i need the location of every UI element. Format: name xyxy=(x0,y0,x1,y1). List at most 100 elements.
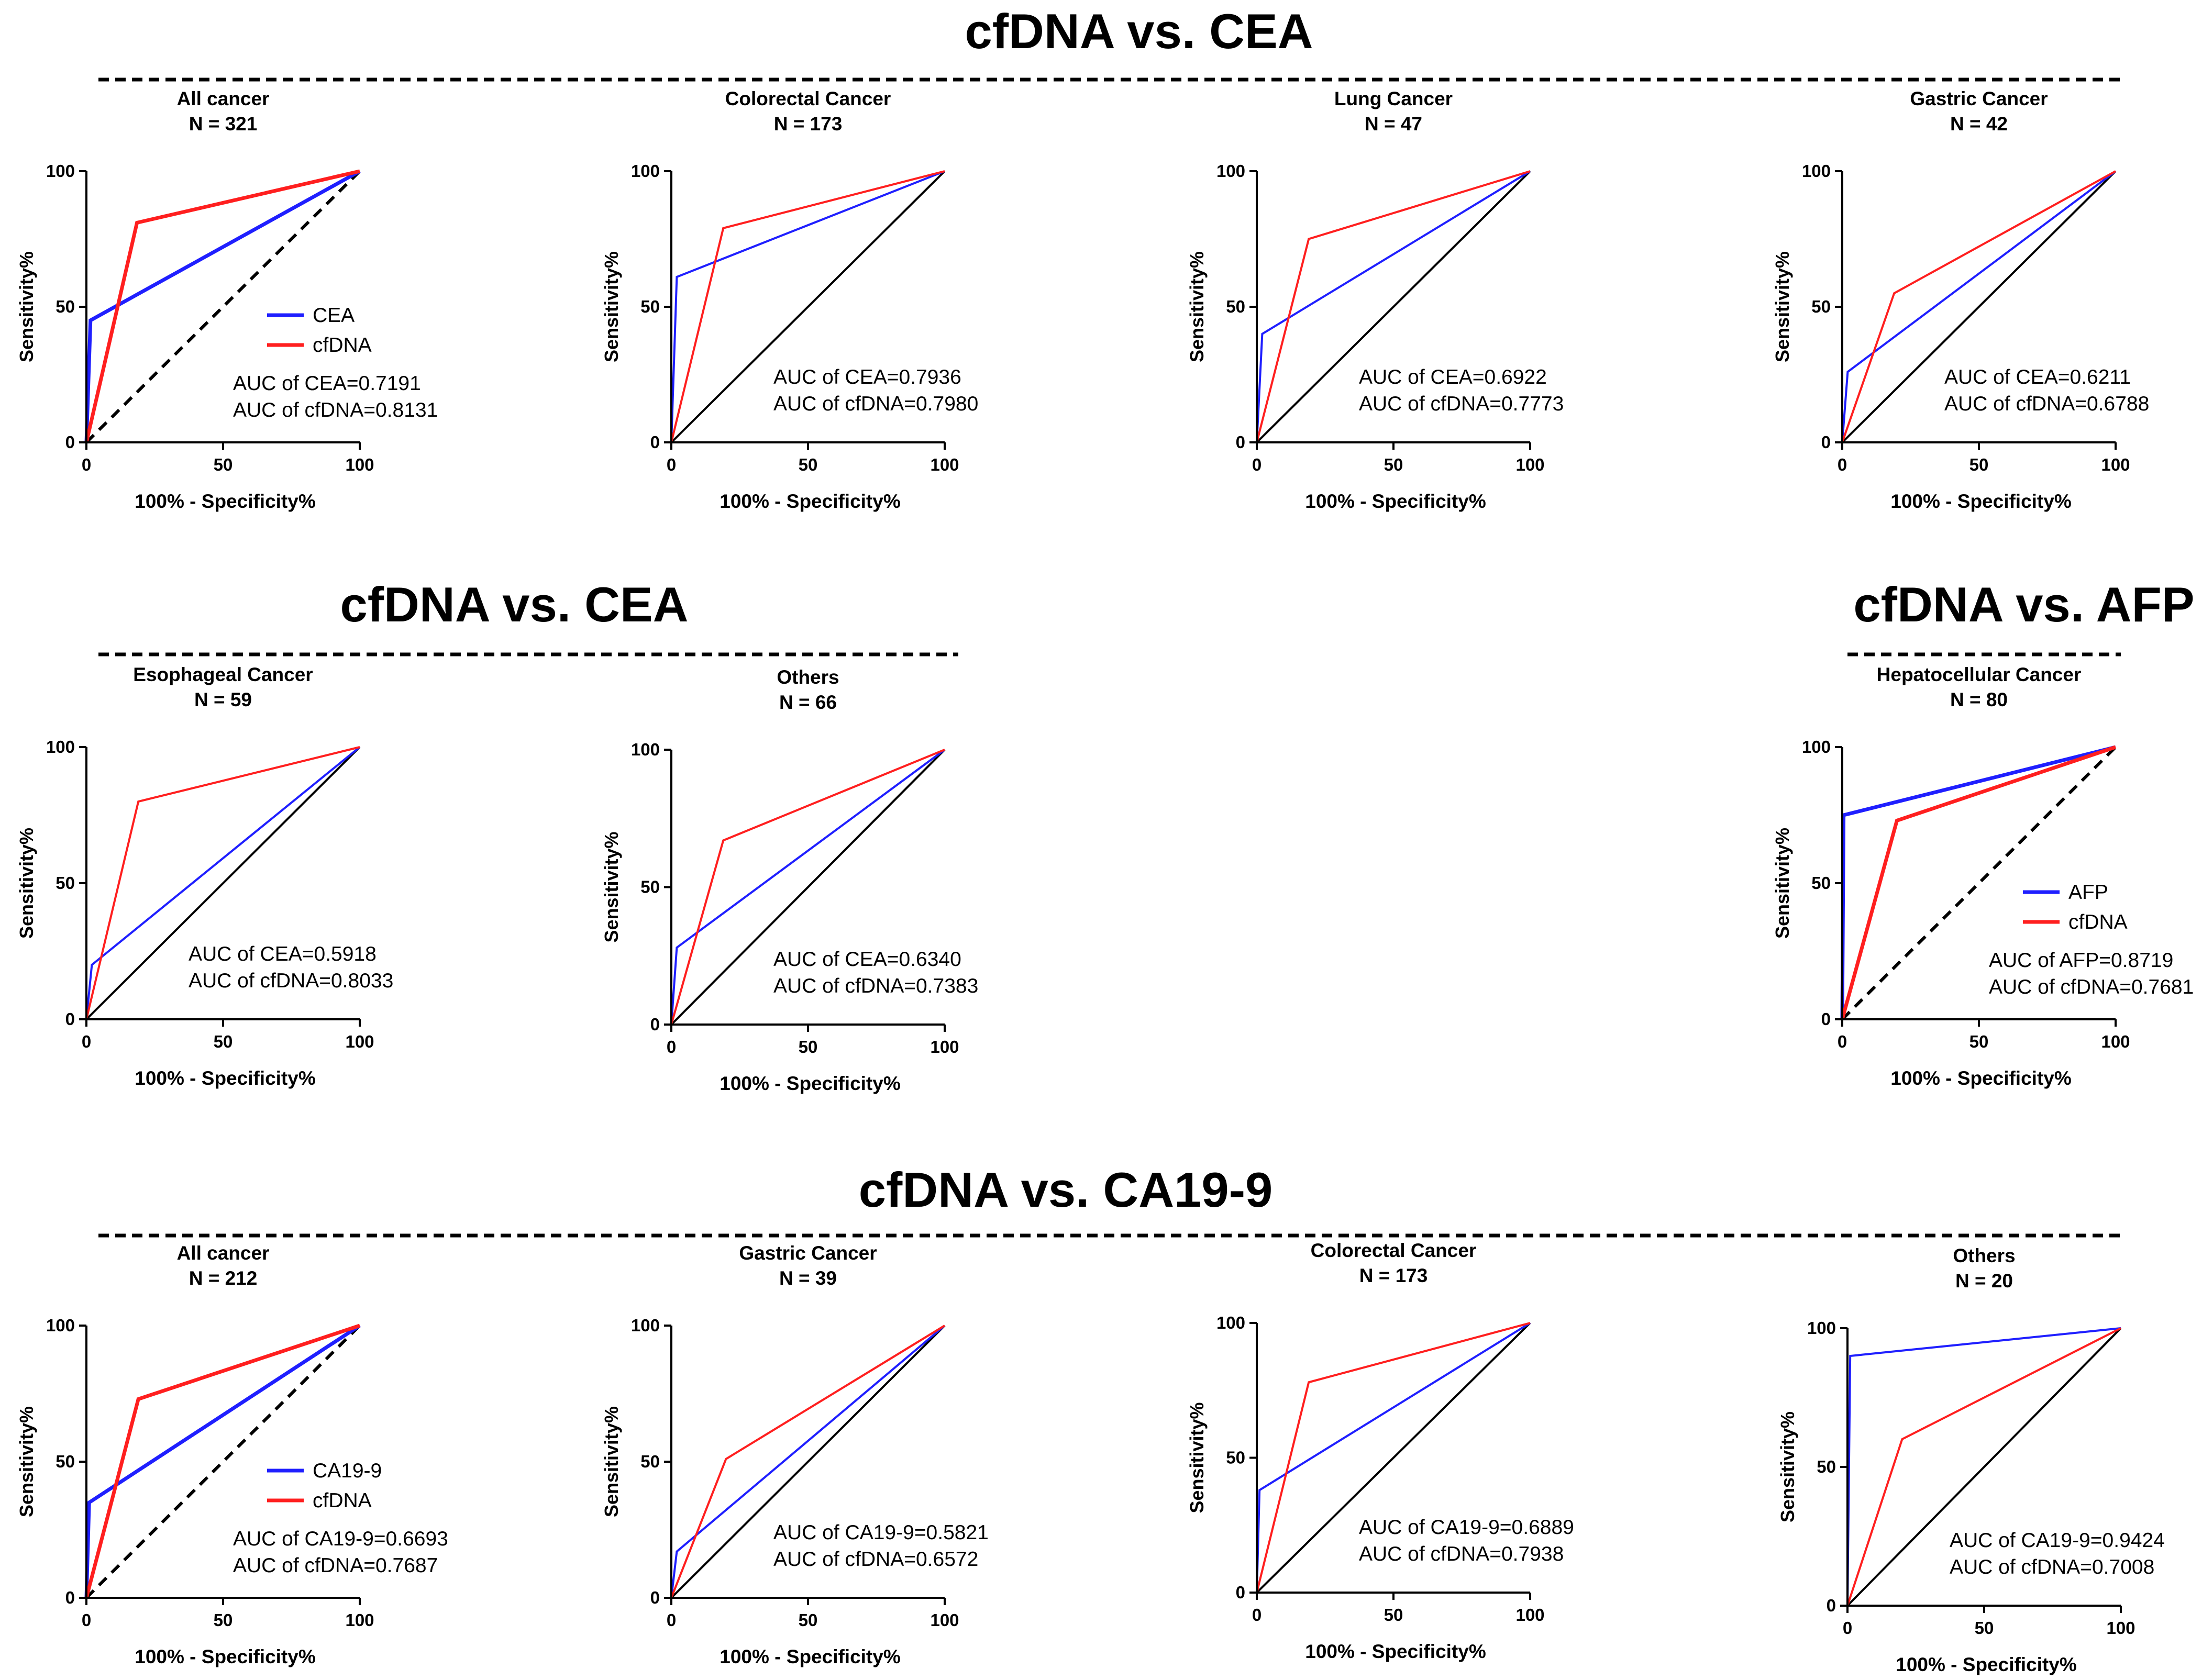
roc-line-cea xyxy=(1256,170,1531,443)
panel-title: All cancer xyxy=(177,1242,270,1264)
auc-annotation: AUC of cfDNA=0.6788 xyxy=(1944,393,2149,415)
roc-panel-1: All cancer N = 321 0 50 100 0 50 100 100% - Spec… xyxy=(16,88,438,512)
roc-panels: All cancer N = 321 0 50 100 0 50 100 100% - Spec… xyxy=(16,88,2194,1675)
auc-annotation: AUC of cfDNA=0.7383 xyxy=(773,975,978,997)
roc-panel-8: All cancer N = 212 0 50 100 0 50 100 100% - Spec… xyxy=(16,1242,448,1667)
auc-annotation: AUC of cfDNA=0.7687 xyxy=(233,1554,438,1577)
y-tick-label: 0 xyxy=(650,432,660,452)
x-tick-label: 0 xyxy=(82,455,91,474)
auc-annotation: AUC of CA19-9=0.9424 xyxy=(1950,1529,2165,1552)
auc-annotation: AUC of cfDNA=0.7938 xyxy=(1359,1543,1564,1565)
y-tick-label: 100 xyxy=(1807,1318,1836,1338)
reference-diagonal-line xyxy=(670,749,946,1026)
roc-line-cfdna xyxy=(84,169,360,443)
x-axis-label: 100% - Specificity% xyxy=(720,1073,900,1094)
x-tick-label: 0 xyxy=(1838,1032,1847,1051)
y-tick-label: 0 xyxy=(650,1015,660,1034)
panel-sample-size: N = 39 xyxy=(779,1267,837,1289)
y-axis-label: Sensitivity% xyxy=(16,251,37,362)
x-tick-label: 100 xyxy=(1515,1605,1544,1625)
reference-diagonal-line xyxy=(85,170,361,444)
y-tick-label: 0 xyxy=(1236,432,1245,452)
auc-annotation: AUC of cfDNA=0.8131 xyxy=(233,399,438,421)
x-tick-label: 0 xyxy=(82,1610,91,1630)
section-title-cea-middle: cfDNA vs. CEA xyxy=(340,577,688,632)
panel-title: Gastric Cancer xyxy=(1910,88,2048,109)
y-tick-label: 100 xyxy=(1216,1313,1245,1332)
y-tick-label: 50 xyxy=(1817,1457,1836,1476)
legend-label: AFP xyxy=(2068,881,2108,904)
y-tick-label: 0 xyxy=(1236,1583,1245,1602)
roc-panel-7: Hepatocellular Cancer N = 80 0 50 100 0 50 100 1… xyxy=(1772,664,2194,1089)
x-axis-label: 100% - Specificity% xyxy=(135,491,315,512)
y-axis-label: Sensitivity% xyxy=(1772,828,1793,939)
y-tick-label: 0 xyxy=(650,1588,660,1607)
reference-diagonal-line xyxy=(1841,746,2117,1021)
y-tick-label: 0 xyxy=(1821,432,1831,452)
x-tick-label: 0 xyxy=(1843,1618,1852,1638)
x-tick-label: 100 xyxy=(1515,455,1544,474)
x-axis-label: 100% - Specificity% xyxy=(720,1646,900,1667)
y-axis-label: Sensitivity% xyxy=(1186,251,1208,362)
x-axis-label: 100% - Specificity% xyxy=(1890,491,2071,512)
auc-annotation: AUC of CA19-9=0.6693 xyxy=(233,1528,448,1550)
roc-panel-3: Lung Cancer N = 47 0 50 100 0 50 100 100% - Spec… xyxy=(1186,88,1564,512)
roc-line-cfdna xyxy=(1846,1327,2121,1606)
panel-sample-size: N = 59 xyxy=(194,689,252,710)
x-tick-label: 100 xyxy=(345,1610,374,1630)
auc-annotation: AUC of CEA=0.6340 xyxy=(773,948,961,971)
x-axis-label: 100% - Specificity% xyxy=(1305,491,1486,512)
x-axis-label: 100% - Specificity% xyxy=(135,1646,315,1667)
auc-annotation: AUC of cfDNA=0.7773 xyxy=(1359,393,1564,415)
y-tick-label: 50 xyxy=(640,877,660,897)
reference-diagonal-line xyxy=(1256,170,1531,443)
y-tick-label: 0 xyxy=(1821,1009,1831,1029)
x-tick-label: 0 xyxy=(667,1037,676,1056)
x-axis-label: 100% - Specificity% xyxy=(1896,1654,2076,1675)
panel-sample-size: N = 20 xyxy=(1955,1270,2013,1292)
section-title-ca199: cfDNA vs. CA19-9 xyxy=(859,1162,1273,1217)
auc-annotation: AUC of cfDNA=0.7681 xyxy=(1989,976,2194,998)
y-tick-label: 100 xyxy=(631,1316,660,1335)
roc-line-cea xyxy=(670,749,946,1025)
y-tick-label: 100 xyxy=(631,740,660,759)
x-tick-label: 0 xyxy=(667,1610,676,1630)
x-tick-label: 100 xyxy=(930,1037,959,1056)
panel-title: Hepatocellular Cancer xyxy=(1877,664,2082,685)
x-tick-label: 100 xyxy=(2101,1032,2130,1051)
y-axis-label: Sensitivity% xyxy=(16,1406,37,1517)
y-tick-label: 100 xyxy=(46,737,75,756)
roc-line-cea xyxy=(1841,170,2117,443)
y-axis-label: Sensitivity% xyxy=(601,1406,622,1517)
panel-sample-size: N = 173 xyxy=(774,113,843,135)
y-tick-label: 50 xyxy=(1811,873,1831,893)
x-tick-label: 50 xyxy=(1384,1605,1403,1625)
section-title-cea-top: cfDNA vs. CEA xyxy=(965,4,1313,59)
roc-line-cfdna xyxy=(1840,745,2117,1020)
reference-diagonal-line xyxy=(1841,170,2117,443)
y-tick-label: 50 xyxy=(1226,1448,1245,1467)
x-tick-label: 0 xyxy=(667,455,676,474)
legend-label: CA19-9 xyxy=(313,1460,382,1482)
roc-line-cfdna xyxy=(670,170,945,443)
auc-annotation: AUC of cfDNA=0.7008 xyxy=(1950,1556,2154,1578)
y-tick-label: 50 xyxy=(56,297,75,316)
y-tick-label: 0 xyxy=(65,432,75,452)
roc-line-cfdna xyxy=(670,749,945,1025)
panel-sample-size: N = 80 xyxy=(1950,689,2008,710)
reference-diagonal-line xyxy=(670,170,946,443)
x-tick-label: 0 xyxy=(1252,455,1262,474)
reference-diagonal-line xyxy=(1256,1322,1531,1594)
roc-panel-5: Esophageal Cancer N = 59 0 50 100 0 50 100 100% … xyxy=(16,664,393,1089)
y-axis-label: Sensitivity% xyxy=(601,831,622,942)
panel-sample-size: N = 66 xyxy=(779,692,837,713)
x-tick-label: 50 xyxy=(799,1037,818,1056)
roc-line-cfdna xyxy=(1256,170,1531,443)
x-tick-label: 50 xyxy=(214,1032,233,1051)
roc-panel-4: Gastric Cancer N = 42 0 50 100 0 50 100 100% - S… xyxy=(1772,88,2149,512)
auc-annotation: AUC of cfDNA=0.8033 xyxy=(189,970,393,992)
y-tick-label: 50 xyxy=(56,1452,75,1471)
y-axis-label: Sensitivity% xyxy=(601,251,622,362)
y-axis-label: Sensitivity% xyxy=(1186,1402,1208,1513)
